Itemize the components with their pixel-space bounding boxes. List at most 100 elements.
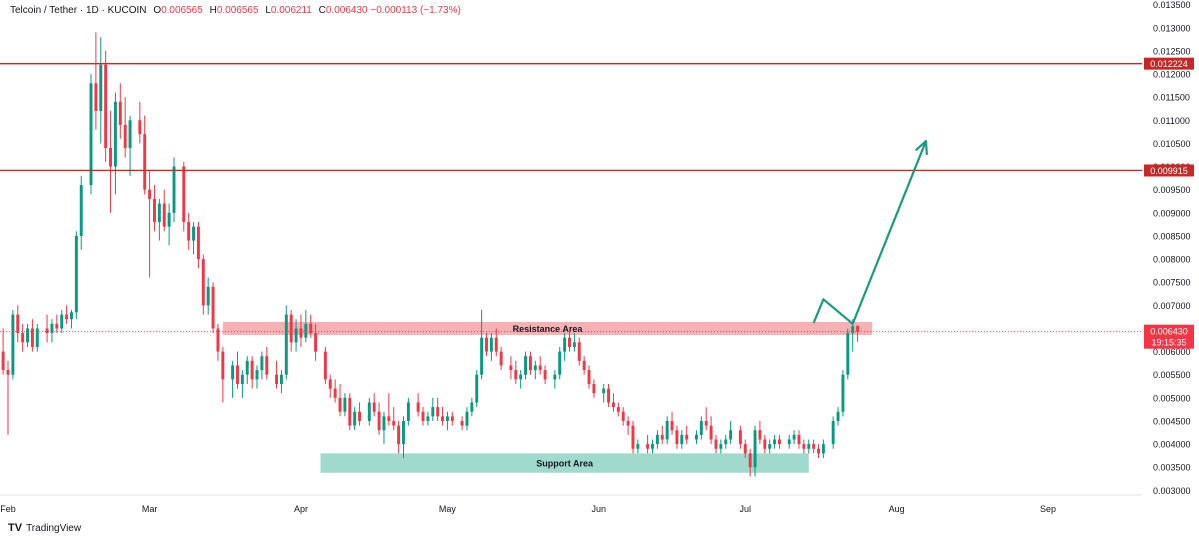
candle-body [416, 402, 420, 412]
candle-body [787, 439, 791, 445]
candle-body [397, 425, 401, 445]
candle-body [279, 374, 283, 384]
candle-body [680, 434, 684, 445]
candle-body [607, 388, 611, 403]
candle-body [743, 444, 747, 454]
candle-body [631, 425, 635, 449]
candle-body [485, 337, 488, 352]
candle-body [568, 337, 571, 347]
candle-body [353, 411, 357, 426]
open-value: 0.006565 [161, 5, 203, 16]
candle-body [309, 323, 313, 334]
candle-body [221, 351, 225, 380]
candle-body [65, 314, 69, 320]
candle-body [441, 416, 445, 421]
candle-body [250, 360, 254, 380]
candle-body [377, 411, 381, 431]
level-price-tag [1144, 57, 1194, 70]
candle-body [211, 286, 215, 329]
candle-body [553, 374, 557, 380]
y-tick-label: 0.009000 [1153, 208, 1191, 218]
candle-body [255, 370, 259, 380]
candle-body [304, 323, 308, 338]
candle-body [465, 411, 469, 426]
candle-body [621, 411, 625, 421]
y-tick-label: 0.011500 [1153, 93, 1190, 103]
candle-body [196, 226, 200, 260]
candle-body [709, 425, 713, 440]
y-tick-label: 0.005000 [1153, 393, 1191, 403]
candle-body [758, 430, 762, 440]
candle-body [724, 439, 728, 445]
candle-body [284, 314, 288, 375]
y-tick-label: 0.012500 [1153, 46, 1191, 56]
candle-body [289, 314, 293, 343]
candle-body [314, 333, 318, 352]
y-tick-label: 0.010500 [1153, 139, 1191, 149]
candle-body [685, 434, 689, 440]
brand-name: TradingView [26, 522, 82, 534]
candle-body [704, 420, 708, 426]
candle-body [167, 212, 171, 227]
candle-body [182, 166, 186, 223]
candle-body [60, 314, 64, 329]
candle-body [426, 416, 430, 421]
candle-body [74, 235, 78, 313]
zone-label: Resistance Area [513, 324, 584, 334]
y-tick-label: 0.008500 [1153, 231, 1191, 241]
low-value: 0.006211 [270, 5, 312, 16]
candle-body [445, 416, 449, 421]
candle-body [611, 402, 615, 408]
candle-body [431, 407, 435, 417]
candle-body [333, 388, 337, 398]
y-tick-label: 0.007500 [1153, 278, 1191, 288]
y-tick-label: 0.004000 [1153, 440, 1191, 450]
candle-body [655, 434, 659, 445]
candle-body [802, 444, 806, 449]
candle-body [402, 420, 405, 445]
candle-body [153, 198, 156, 223]
candle-body [236, 365, 239, 384]
candle-body [294, 328, 298, 343]
y-tick-label: 0.007000 [1153, 301, 1191, 311]
y-tick-label: 0.008000 [1153, 255, 1191, 265]
candle-body [328, 379, 332, 389]
candle-body [777, 439, 781, 445]
low-label: L [265, 5, 271, 16]
candle-body [138, 120, 142, 135]
candle-body [519, 374, 523, 380]
candle-body [372, 402, 376, 412]
candle-body [436, 407, 440, 417]
candle-body [538, 365, 542, 371]
candle-body [148, 189, 152, 199]
candle-body [172, 166, 176, 213]
candle-body [421, 411, 425, 421]
candle-body [45, 328, 49, 334]
candle-body [475, 374, 479, 403]
candle-body [807, 444, 811, 449]
candle-body [572, 342, 576, 347]
candle-body [773, 439, 777, 445]
candle-body [392, 420, 396, 426]
x-tick-label: Feb [0, 504, 16, 514]
candle-body [128, 120, 132, 149]
candle-body [729, 430, 733, 440]
candle-body [260, 356, 264, 371]
candle-body [109, 148, 112, 167]
candle-body [30, 328, 34, 347]
candle-body [192, 226, 196, 241]
candle-body [79, 185, 83, 236]
candle-body [626, 420, 630, 426]
candle-body [201, 259, 205, 306]
candle-body [694, 434, 698, 440]
candle-body [533, 365, 537, 371]
y-tick-label: 0.011000 [1153, 116, 1190, 126]
x-tick-label: Jul [740, 504, 752, 514]
candle-body [387, 416, 391, 421]
close-value: 0.006430 [325, 5, 368, 16]
candle-body [577, 342, 581, 361]
candle-body [26, 328, 29, 343]
x-tick-label: Mar [142, 504, 158, 514]
candle-body [494, 337, 498, 352]
